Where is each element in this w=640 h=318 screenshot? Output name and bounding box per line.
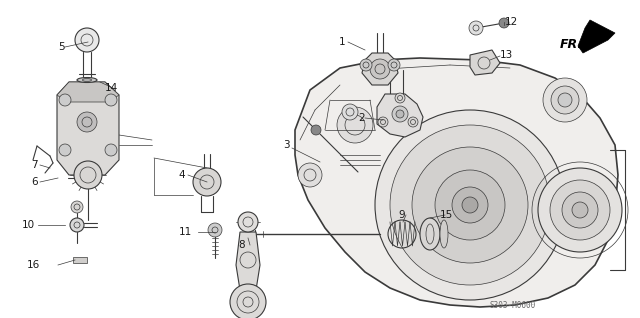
- Ellipse shape: [77, 78, 97, 82]
- Bar: [73, 257, 87, 263]
- Text: 5: 5: [58, 42, 65, 52]
- Circle shape: [395, 93, 405, 103]
- Text: 16: 16: [27, 260, 40, 270]
- Circle shape: [388, 59, 400, 71]
- Circle shape: [77, 112, 97, 132]
- Circle shape: [70, 218, 84, 232]
- Polygon shape: [470, 50, 500, 75]
- Polygon shape: [57, 82, 119, 102]
- Circle shape: [193, 168, 221, 196]
- Circle shape: [59, 144, 71, 156]
- Text: FR.: FR.: [560, 38, 583, 51]
- Circle shape: [499, 18, 509, 28]
- Circle shape: [230, 284, 266, 318]
- Circle shape: [238, 212, 258, 232]
- Circle shape: [71, 201, 83, 213]
- Circle shape: [392, 106, 408, 122]
- Polygon shape: [57, 82, 119, 175]
- Circle shape: [550, 180, 610, 240]
- Circle shape: [396, 110, 404, 118]
- Circle shape: [378, 117, 388, 127]
- Circle shape: [337, 107, 373, 143]
- Circle shape: [375, 110, 565, 300]
- Ellipse shape: [440, 220, 448, 248]
- Circle shape: [74, 161, 102, 189]
- Text: 3: 3: [284, 140, 290, 150]
- Circle shape: [572, 202, 588, 218]
- Circle shape: [105, 94, 117, 106]
- Polygon shape: [377, 94, 423, 137]
- Polygon shape: [236, 232, 260, 290]
- Circle shape: [435, 170, 505, 240]
- Text: 4: 4: [179, 170, 185, 180]
- Circle shape: [208, 223, 222, 237]
- Text: 9: 9: [398, 210, 404, 220]
- Text: 6: 6: [31, 177, 38, 187]
- Circle shape: [390, 125, 550, 285]
- Circle shape: [75, 28, 99, 52]
- Circle shape: [543, 78, 587, 122]
- Text: 8: 8: [238, 240, 245, 250]
- Circle shape: [360, 59, 372, 71]
- Circle shape: [298, 163, 322, 187]
- Text: 12: 12: [505, 17, 518, 27]
- Circle shape: [551, 86, 579, 114]
- Text: 10: 10: [22, 220, 35, 230]
- Ellipse shape: [83, 79, 92, 81]
- Circle shape: [558, 93, 572, 107]
- Polygon shape: [362, 53, 398, 85]
- Text: S303-M0600: S303-M0600: [490, 301, 536, 309]
- Circle shape: [538, 168, 622, 252]
- Circle shape: [370, 59, 390, 79]
- Text: 13: 13: [500, 50, 513, 60]
- Text: 1: 1: [339, 37, 345, 47]
- Circle shape: [59, 94, 71, 106]
- Polygon shape: [295, 58, 618, 307]
- Text: 2: 2: [358, 113, 365, 123]
- Circle shape: [311, 125, 321, 135]
- Text: 11: 11: [179, 227, 192, 237]
- Circle shape: [462, 197, 478, 213]
- Polygon shape: [578, 20, 615, 53]
- Circle shape: [412, 147, 528, 263]
- Text: 14: 14: [105, 83, 118, 93]
- Circle shape: [452, 187, 488, 223]
- Ellipse shape: [420, 218, 440, 250]
- Text: 7: 7: [31, 160, 38, 170]
- Circle shape: [342, 104, 358, 120]
- Circle shape: [105, 144, 117, 156]
- Circle shape: [469, 21, 483, 35]
- Text: 15: 15: [440, 210, 453, 220]
- Circle shape: [562, 192, 598, 228]
- Circle shape: [408, 117, 418, 127]
